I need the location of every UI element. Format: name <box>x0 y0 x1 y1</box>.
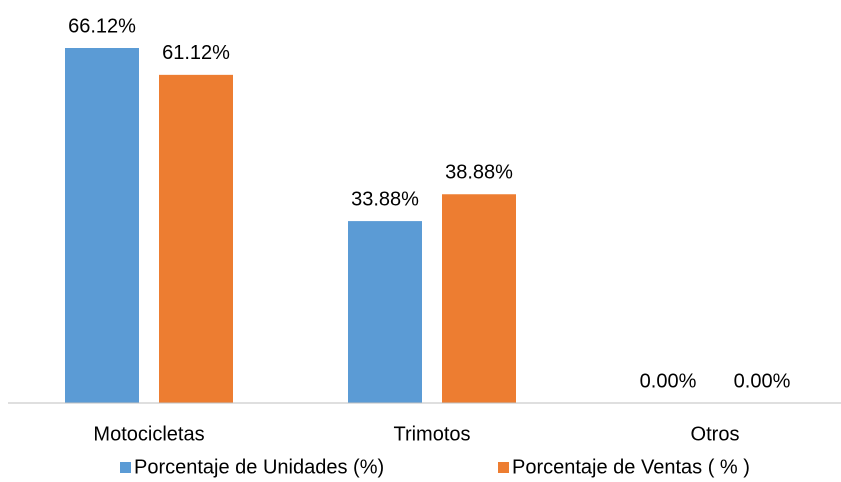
x-tick-label: Trimotos <box>393 423 470 445</box>
data-label: 0.00% <box>734 370 791 392</box>
data-label: 66.12% <box>68 15 136 37</box>
x-tick-label: Motocicletas <box>93 423 204 445</box>
bar <box>159 74 233 404</box>
data-label: 0.00% <box>640 370 697 392</box>
legend-label: Porcentaje de Unidades (%) <box>134 456 384 478</box>
bar <box>65 48 139 403</box>
x-tick-label: Otros <box>691 423 740 445</box>
data-label: 61.12% <box>162 42 230 64</box>
legend-label: Porcentaje de Ventas ( % ) <box>512 456 750 478</box>
data-label: 38.88% <box>445 162 513 184</box>
data-label: 33.88% <box>351 188 419 210</box>
bar <box>442 194 516 403</box>
legend-swatch <box>120 462 131 473</box>
legend-swatch <box>498 462 509 473</box>
bar <box>348 221 422 403</box>
